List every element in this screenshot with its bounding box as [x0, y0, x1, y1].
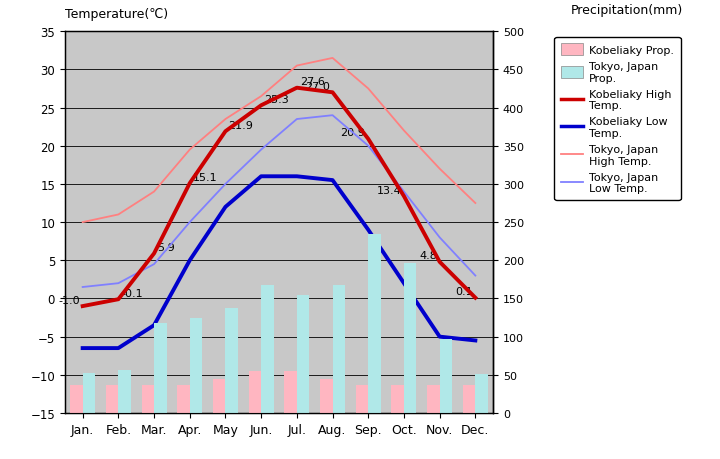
Bar: [83, 374, 95, 413]
Bar: [177, 385, 190, 413]
Text: 0.1: 0.1: [455, 287, 472, 297]
Text: Precipitation(mm): Precipitation(mm): [570, 4, 683, 17]
Bar: [225, 308, 238, 413]
Bar: [475, 374, 488, 413]
Bar: [70, 385, 83, 413]
Bar: [356, 385, 368, 413]
Bar: [190, 318, 202, 413]
Text: 27.6: 27.6: [300, 77, 325, 87]
Bar: [248, 371, 261, 413]
Bar: [404, 263, 416, 413]
Text: 20.9: 20.9: [341, 128, 366, 138]
Text: -1.0: -1.0: [58, 295, 80, 305]
Bar: [463, 385, 475, 413]
Bar: [392, 385, 404, 413]
Bar: [118, 370, 131, 413]
Bar: [440, 339, 452, 413]
Bar: [333, 285, 345, 413]
Text: 27.0: 27.0: [305, 82, 330, 92]
Bar: [284, 371, 297, 413]
Bar: [297, 296, 310, 413]
Text: Temperature(℃): Temperature(℃): [65, 8, 168, 21]
Bar: [320, 379, 333, 413]
Text: -0.1: -0.1: [121, 288, 143, 298]
Text: 25.3: 25.3: [264, 95, 289, 105]
Text: 5.9: 5.9: [157, 242, 174, 252]
Text: 15.1: 15.1: [192, 173, 217, 182]
Bar: [427, 385, 440, 413]
Bar: [368, 235, 381, 413]
Text: 21.9: 21.9: [228, 121, 253, 130]
Bar: [261, 285, 274, 413]
Bar: [213, 379, 225, 413]
Legend: Kobeliaky Prop., Tokyo, Japan
Prop., Kobeliaky High
Temp., Kobeliaky Low
Temp., : Kobeliaky Prop., Tokyo, Japan Prop., Kob…: [554, 38, 680, 201]
Text: 13.4: 13.4: [377, 185, 401, 196]
Bar: [106, 385, 118, 413]
Bar: [142, 385, 154, 413]
Bar: [154, 323, 166, 413]
Text: 4.8: 4.8: [419, 251, 437, 261]
